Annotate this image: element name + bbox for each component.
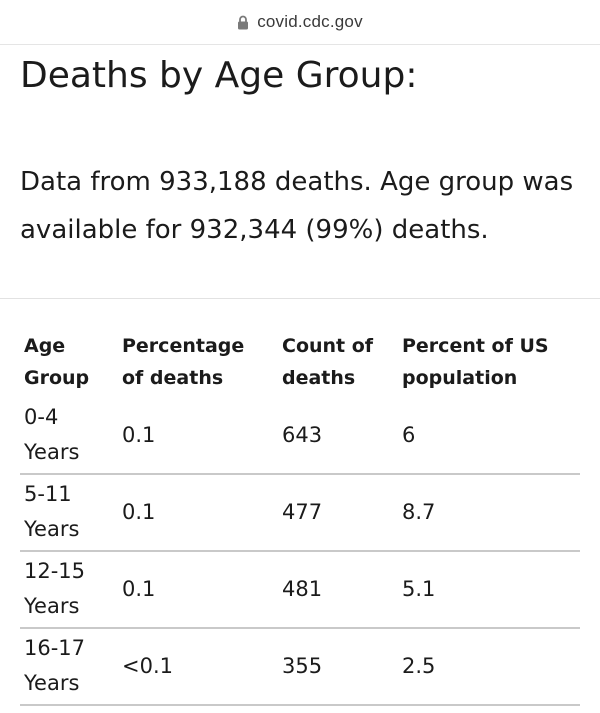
table-header-row: Age Group Percentage of deaths Count of … <box>20 330 580 398</box>
cell-age-group: 16-17 Years <box>20 628 116 706</box>
cell-count-of-deaths: 355 <box>276 628 396 706</box>
cell-count-of-deaths: 477 <box>276 474 396 552</box>
cell-percentage-of-deaths: <0.1 <box>116 628 276 706</box>
cell-count-of-deaths: 481 <box>276 551 396 629</box>
cell-percent-of-us-population: 2.5 <box>396 628 580 706</box>
browser-address-bar[interactable]: covid.cdc.gov <box>0 0 600 45</box>
header-age-group: Age Group <box>24 335 90 389</box>
page-title: Deaths by Age Group: <box>20 55 418 96</box>
lock-icon <box>237 15 249 30</box>
section-divider <box>0 298 600 299</box>
header-percentage-of-deaths: Percentage of deaths <box>122 335 245 389</box>
cell-percent-of-us-population: 5.1 <box>396 551 580 629</box>
cell-percentage-of-deaths: 0.1 <box>116 398 276 475</box>
cell-percentage-of-deaths: 0.1 <box>116 474 276 552</box>
table-row: 0-4 Years 0.1 643 6 <box>20 398 580 475</box>
header-percent-of-us-population: Percent of US population <box>402 335 549 389</box>
cell-age-group: 12-15 Years <box>20 551 116 629</box>
cell-count-of-deaths: 643 <box>276 398 396 475</box>
url-text[interactable]: covid.cdc.gov <box>257 12 363 31</box>
cell-age-group: 0-4 Years <box>20 398 116 475</box>
cell-percent-of-us-population: 6 <box>396 398 580 475</box>
header-count-of-deaths: Count of deaths <box>282 335 374 389</box>
table-row: 16-17 Years <0.1 355 2.5 <box>20 628 580 706</box>
table-row: 5-11 Years 0.1 477 8.7 <box>20 474 580 552</box>
deaths-by-age-table: Age Group Percentage of deaths Count of … <box>20 330 580 706</box>
table-row: 12-15 Years 0.1 481 5.1 <box>20 551 580 629</box>
cell-age-group: 5-11 Years <box>20 474 116 552</box>
cell-percent-of-us-population: 8.7 <box>396 474 580 552</box>
cell-percentage-of-deaths: 0.1 <box>116 551 276 629</box>
summary-text: Data from 933,188 deaths. Age group was … <box>20 167 574 245</box>
